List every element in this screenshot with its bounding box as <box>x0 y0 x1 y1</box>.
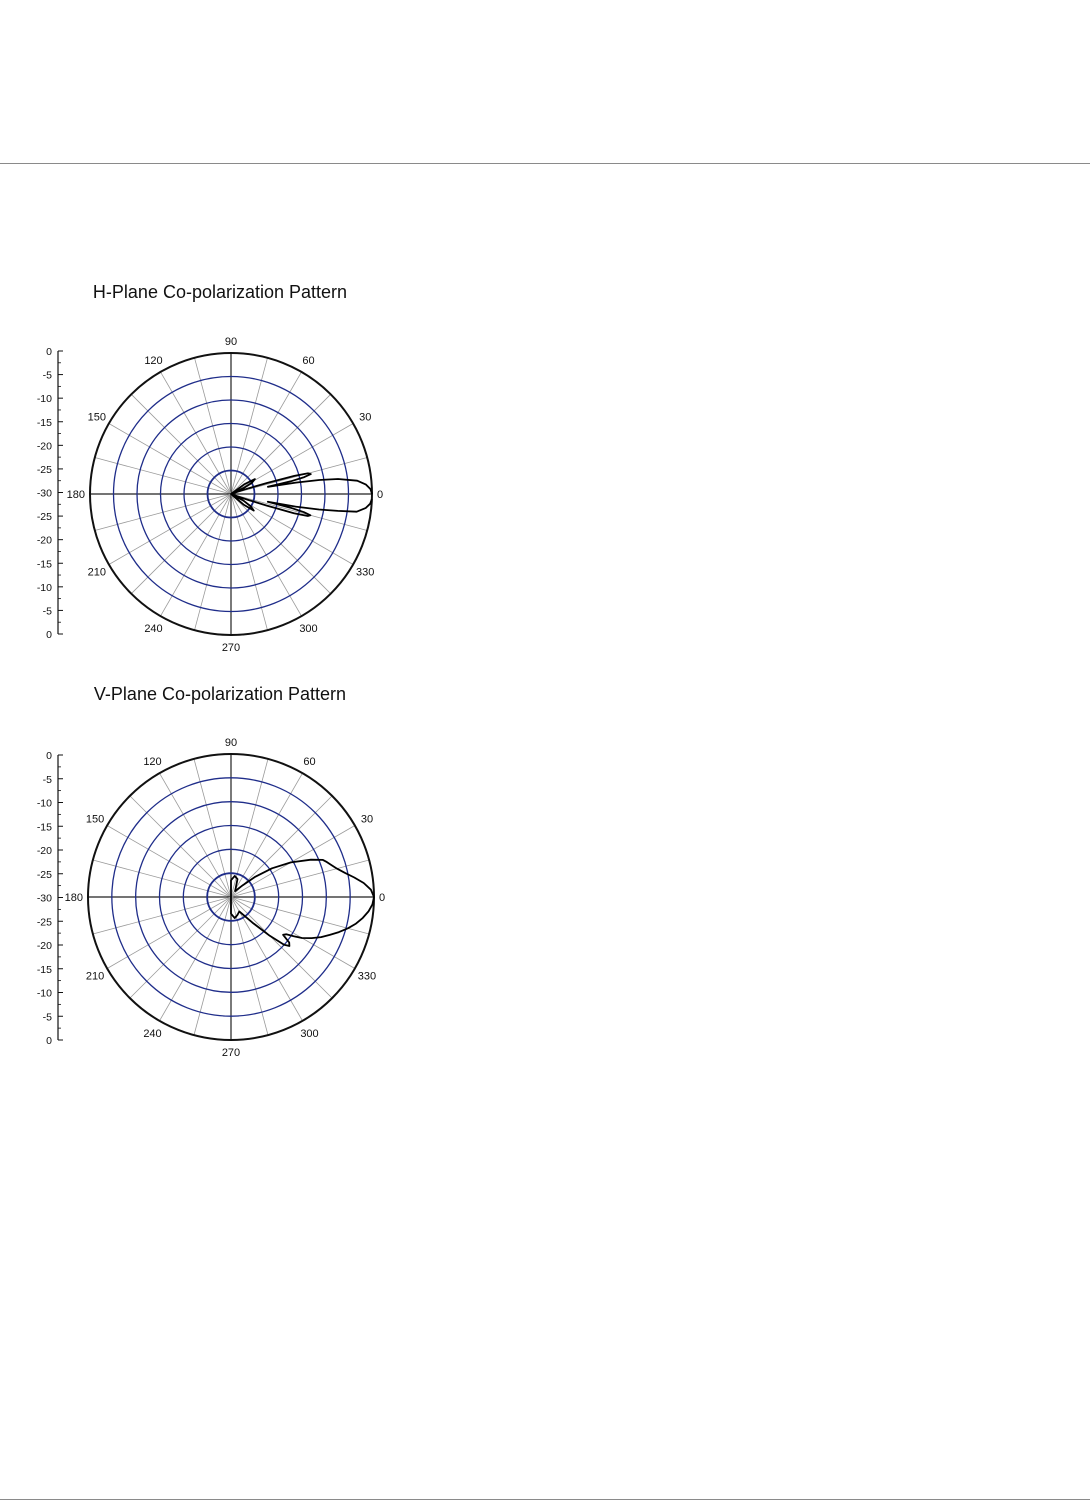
radial-scale-label: -5 <box>43 1011 52 1023</box>
angle-label: 330 <box>356 567 374 579</box>
angle-label: 330 <box>358 971 376 983</box>
radial-scale-label: -15 <box>37 964 52 976</box>
polar-ring <box>206 872 256 922</box>
angle-label: 60 <box>302 355 314 367</box>
angle-label: 240 <box>144 623 162 635</box>
polar-ring <box>111 777 351 1017</box>
angle-label: 270 <box>222 1047 240 1059</box>
angle-label: 30 <box>361 814 373 826</box>
angle-label: 180 <box>65 892 83 904</box>
radial-scale-label: -20 <box>37 440 52 452</box>
polar-ring <box>183 446 279 542</box>
radial-scale-label: -15 <box>37 558 52 570</box>
radial-scale-label: -10 <box>37 393 52 405</box>
v-plane-chart: V-Plane Co-polarization Pattern 90 60 30 0 3… <box>0 678 420 1068</box>
angle-label: 90 <box>225 737 237 749</box>
radial-scale-label: -5 <box>43 605 52 617</box>
radial-scale-label: -10 <box>37 798 52 810</box>
v-plane-polar-plot: 90603003303002702402101801501200-5-10-15… <box>37 737 385 1059</box>
angle-label: 300 <box>299 623 317 635</box>
h-plane-chart: H-Plane Co-polarization Pattern 90 60 30 0 3… <box>0 276 420 656</box>
top-divider <box>0 163 1090 164</box>
radial-scale-label: -10 <box>37 988 52 1000</box>
radial-scale-label: 0 <box>46 750 52 762</box>
radial-scale-label: -5 <box>43 370 52 382</box>
polar-ring <box>182 848 280 946</box>
radial-scale-label: -25 <box>37 511 52 523</box>
radial-scale-label: -30 <box>37 893 52 905</box>
angle-label: 30 <box>359 412 371 424</box>
angle-label: 150 <box>88 412 106 424</box>
polar-ring <box>206 469 256 519</box>
angle-label: 210 <box>88 567 106 579</box>
radial-scale-label: -20 <box>37 940 52 952</box>
radial-scale-label: 0 <box>46 629 52 641</box>
angle-label: 300 <box>300 1028 318 1040</box>
radial-scale-label: -15 <box>37 821 52 833</box>
radial-scale-label: 0 <box>46 346 52 358</box>
radial-scale-label: -15 <box>37 417 52 429</box>
polar-ring <box>158 824 304 970</box>
radial-scale-label: -10 <box>37 582 52 594</box>
radial-scale-label: -5 <box>43 774 52 786</box>
radial-scale-label: -20 <box>37 535 52 547</box>
h-plane-polar-plot: 90603003303002702402101801501200-5-10-15… <box>37 336 383 654</box>
angle-label: 150 <box>86 814 104 826</box>
polar-ring <box>136 399 326 589</box>
radial-scale-label: -20 <box>37 845 52 857</box>
h-plane-title: H-Plane Co-polarization Pattern <box>92 282 348 302</box>
angle-label: 240 <box>143 1028 161 1040</box>
radial-scale-label: -25 <box>37 464 52 476</box>
angle-label: 0 <box>379 892 385 904</box>
angle-label: 210 <box>86 971 104 983</box>
angle-label: 60 <box>303 756 315 768</box>
v-plane-title: V-Plane Co-polarization Pattern <box>93 684 347 704</box>
polar-ring <box>135 801 327 993</box>
radiation-pattern-curve <box>230 472 373 517</box>
angle-label: 120 <box>143 756 161 768</box>
bottom-divider <box>0 1499 1090 1500</box>
angle-label: 90 <box>225 336 237 348</box>
polar-ring <box>159 422 303 566</box>
radial-scale-label: -25 <box>37 916 52 928</box>
angle-label: 120 <box>144 355 162 367</box>
radial-scale-label: -25 <box>37 869 52 881</box>
radial-scale-label: -30 <box>37 488 52 500</box>
angle-label: 180 <box>67 489 85 501</box>
angle-label: 0 <box>377 489 383 501</box>
angle-label: 270 <box>222 642 240 654</box>
polar-ring <box>112 375 350 613</box>
radiation-pattern-curve <box>230 858 375 947</box>
radial-scale-label: 0 <box>46 1035 52 1047</box>
